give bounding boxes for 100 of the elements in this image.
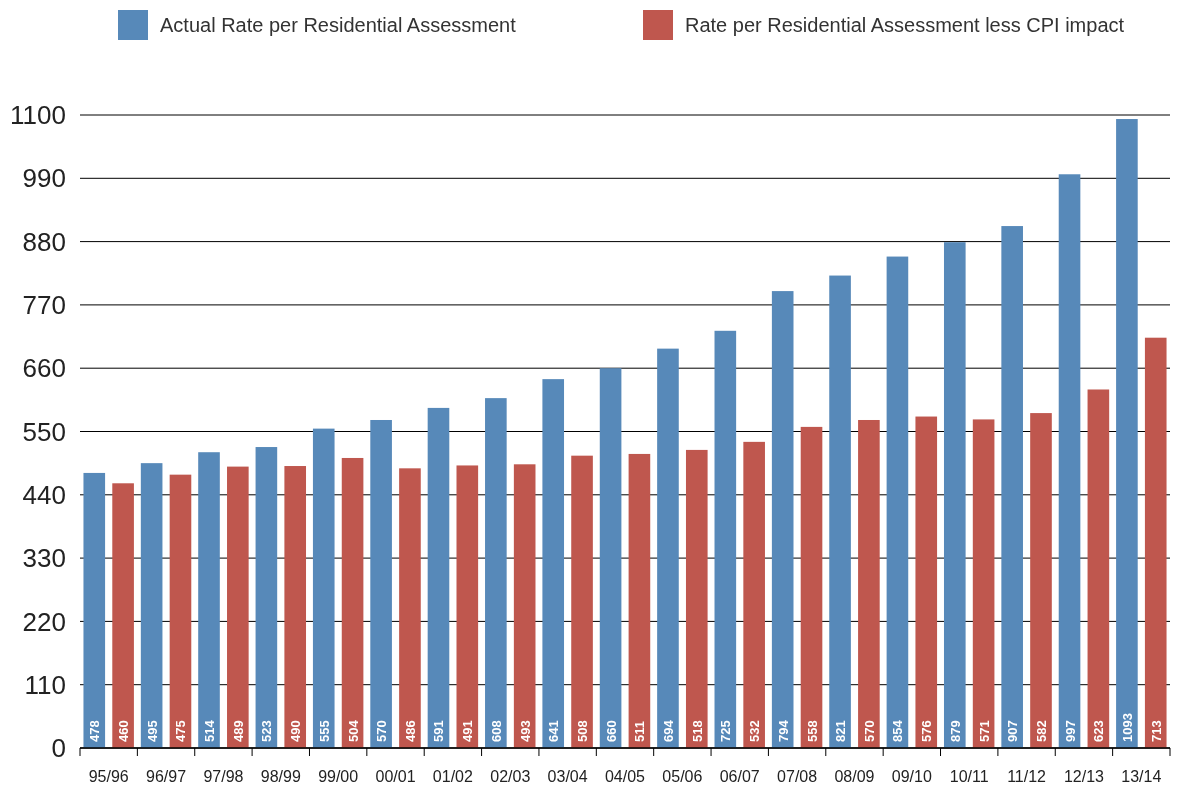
data-label: 504 <box>345 719 361 742</box>
y-tick-label: 330 <box>22 543 66 574</box>
bar <box>456 465 479 748</box>
bar <box>1087 389 1110 748</box>
data-label: 794 <box>775 719 791 742</box>
data-label: 879 <box>947 720 963 742</box>
y-tick-label: 440 <box>22 479 66 510</box>
bar <box>83 472 106 748</box>
data-label: 489 <box>230 720 246 742</box>
data-label: 558 <box>804 720 820 742</box>
legend-label: Rate per Residential Assessment less CPI impact <box>685 14 1125 36</box>
bar <box>312 428 335 748</box>
y-tick-label: 1100 <box>10 100 66 131</box>
data-label: 641 <box>546 720 562 742</box>
bar <box>1030 413 1052 748</box>
x-tick-label: 09/10 <box>891 768 932 785</box>
y-tick-label: 660 <box>22 353 66 384</box>
x-tick-label: 06/07 <box>719 768 760 785</box>
x-tick-label: 05/06 <box>662 768 703 785</box>
data-label: 576 <box>919 720 935 742</box>
bar <box>1058 174 1081 748</box>
data-label: 608 <box>488 720 504 742</box>
bar <box>227 466 249 748</box>
bar <box>599 368 622 748</box>
x-tick-label: 03/04 <box>547 768 588 785</box>
x-tick-label: 13/14 <box>1121 768 1162 785</box>
bar <box>284 466 307 748</box>
data-label: 478 <box>87 720 103 742</box>
data-label: 491 <box>460 720 476 742</box>
bar <box>341 457 364 748</box>
x-tick-label: 10/11 <box>949 768 989 785</box>
x-tick-label: 99/00 <box>318 768 359 785</box>
x-tick-label: 02/03 <box>490 768 531 785</box>
x-tick-label: 11/12 <box>1007 768 1047 785</box>
bar <box>915 416 938 748</box>
bar <box>571 455 593 748</box>
data-label: 532 <box>747 720 763 742</box>
y-tick-label: 550 <box>22 416 66 447</box>
data-label: 508 <box>575 720 591 742</box>
bar <box>771 291 794 748</box>
bar <box>800 426 823 748</box>
bar <box>1116 119 1138 748</box>
bar <box>886 256 909 748</box>
data-label: 623 <box>1091 720 1107 742</box>
data-label: 518 <box>689 720 705 742</box>
y-tick-label: 110 <box>24 669 66 700</box>
x-tick-label: 08/09 <box>834 768 875 785</box>
data-label: 821 <box>833 720 849 742</box>
bar <box>485 398 507 748</box>
x-tick-label: 97/98 <box>203 768 244 785</box>
x-tick-label: 00/01 <box>375 768 416 785</box>
data-label: 660 <box>603 720 619 742</box>
data-label: 555 <box>316 720 332 742</box>
y-tick-label: 220 <box>22 606 66 637</box>
bar <box>858 419 880 748</box>
data-label: 694 <box>660 719 676 742</box>
data-label: 591 <box>431 720 447 742</box>
x-tick-label: 96/97 <box>146 768 187 785</box>
data-label: 582 <box>1033 720 1049 742</box>
data-label: 713 <box>1148 720 1164 742</box>
bar <box>943 242 966 748</box>
bar <box>513 464 536 748</box>
y-tick-label: 880 <box>22 226 66 257</box>
data-label: 571 <box>976 720 992 742</box>
data-label: 495 <box>144 720 160 742</box>
data-label: 490 <box>288 720 304 742</box>
bar <box>714 330 737 748</box>
data-label: 907 <box>1005 720 1021 742</box>
x-tick-label: 04/05 <box>604 768 646 785</box>
bar <box>628 453 651 748</box>
y-tick-label: 770 <box>22 290 66 320</box>
data-label: 570 <box>374 720 390 742</box>
x-tick-label: 07/08 <box>777 768 818 785</box>
data-label: 725 <box>718 720 734 742</box>
bar <box>1001 226 1023 748</box>
bar <box>427 407 450 748</box>
bar <box>140 463 163 748</box>
y-tick-label: 0 <box>51 733 66 764</box>
x-tick-label: 12/13 <box>1063 768 1105 785</box>
data-label: 854 <box>890 719 906 742</box>
bar <box>112 483 134 748</box>
data-label: 570 <box>861 720 877 742</box>
x-tick-label: 95/96 <box>88 768 129 785</box>
bar <box>1144 337 1167 748</box>
bar <box>542 379 565 748</box>
bar <box>255 447 278 748</box>
legend-label: Actual Rate per Residential Assessment <box>160 14 517 36</box>
bar <box>169 474 192 748</box>
data-label: 1093 <box>1119 713 1135 742</box>
data-label: 486 <box>402 720 418 742</box>
x-tick-label: 01/02 <box>432 768 474 785</box>
data-label: 523 <box>259 720 275 742</box>
bar <box>657 348 679 748</box>
bar <box>198 452 220 748</box>
data-label: 511 <box>632 721 648 742</box>
bar <box>743 441 765 748</box>
bar <box>399 468 421 748</box>
y-tick-label: 990 <box>22 163 66 194</box>
data-label: 493 <box>517 720 533 742</box>
data-label: 475 <box>173 720 189 742</box>
